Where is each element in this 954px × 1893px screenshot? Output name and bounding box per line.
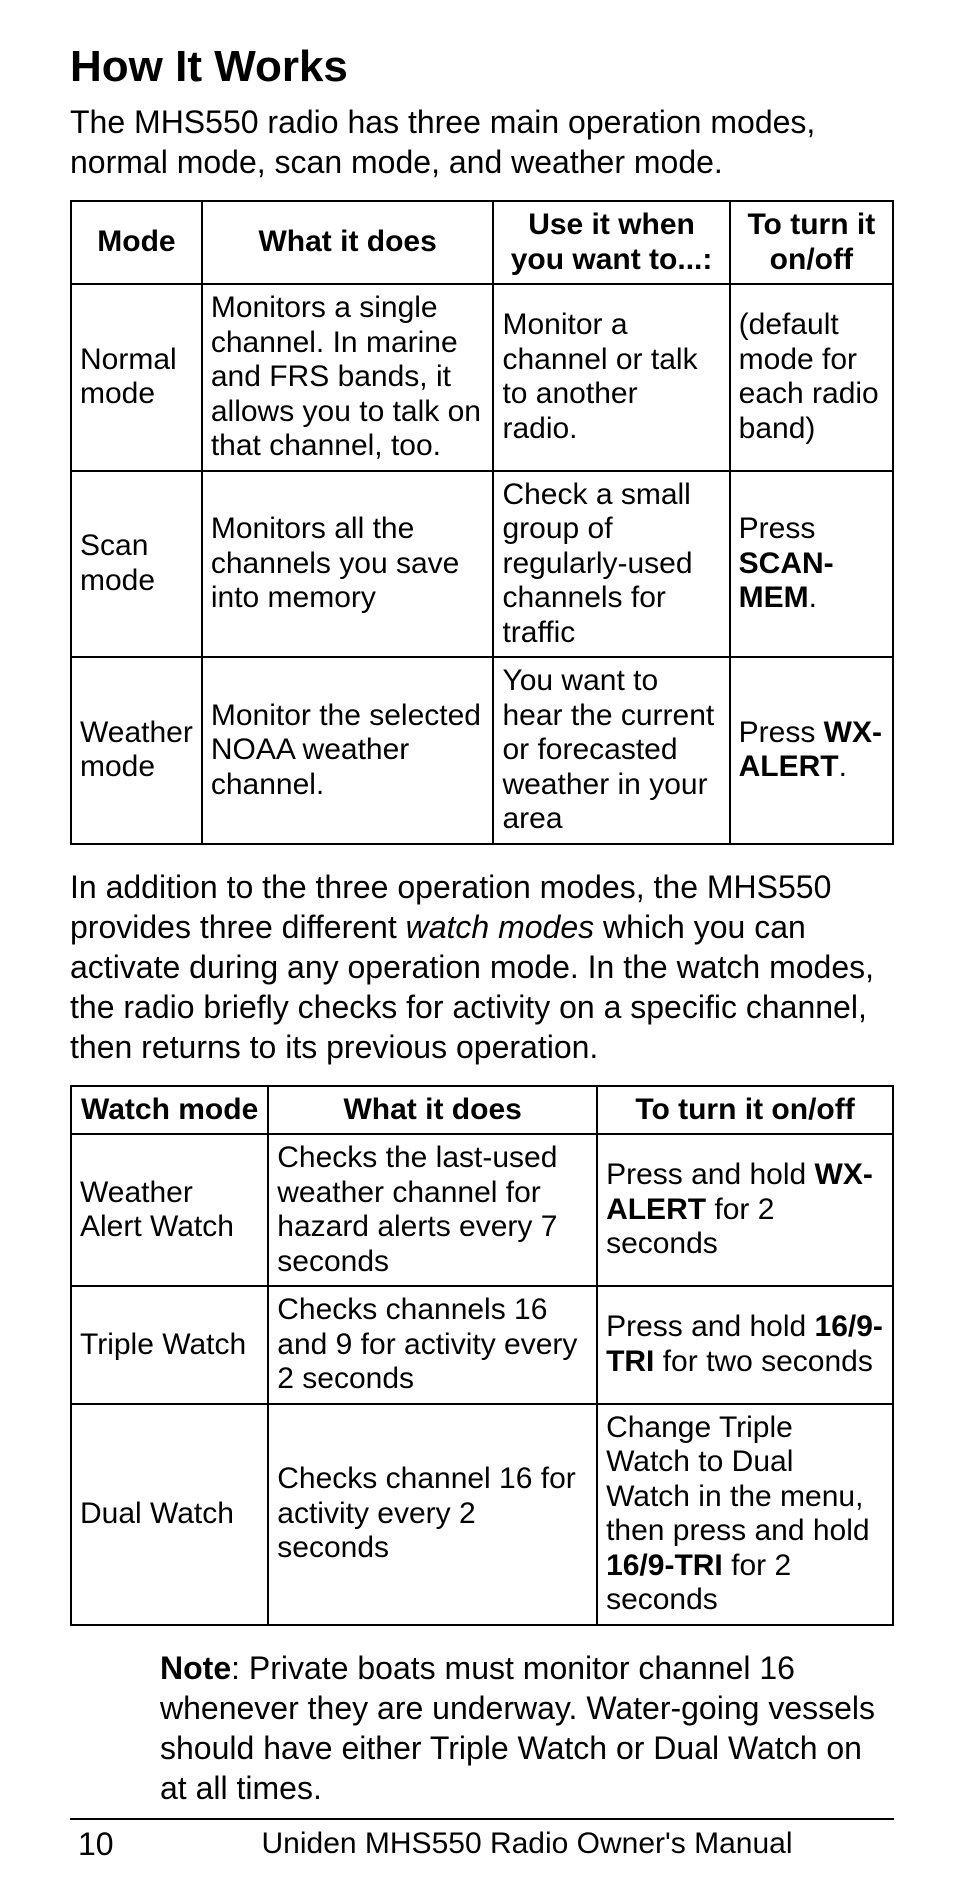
table-row: Dual WatchChecks channel 16 for activity… [71, 1404, 893, 1625]
what-cell: Monitors a single channel. In marine and… [202, 284, 494, 471]
note-text: : Private boats must monitor channel 16 … [160, 1650, 875, 1806]
turn-cell: Press and hold WX-ALERT for 2 seconds [597, 1134, 893, 1286]
modes-table: Mode What it does Use it when you want t… [70, 200, 894, 845]
turn-pre: Press [739, 716, 824, 749]
turn-a: Press and hold [606, 1310, 814, 1343]
turn-bold-1: 16/9-TRI [606, 1549, 723, 1582]
page-number: 10 [70, 1826, 160, 1863]
turn-cell: Press SCAN-MEM. [730, 471, 893, 658]
turn-post: . [809, 581, 817, 614]
note-label: Note [160, 1650, 231, 1686]
t2-h1: What it does [268, 1086, 597, 1135]
what-cell: Monitor the selected NOAA weather channe… [202, 657, 494, 844]
table-row: Weather Alert WatchChecks the last-used … [71, 1134, 893, 1286]
mode-cell: Normal mode [71, 284, 202, 471]
use-cell: Monitor a channel or talk to another rad… [493, 284, 729, 471]
mid-para-em: watch modes [406, 909, 595, 945]
t1-h3: To turn it on/off [730, 201, 893, 284]
watch-mode-cell: Weather Alert Watch [71, 1134, 268, 1286]
t2-h0: Watch mode [71, 1086, 268, 1135]
turn-c: for two seconds [654, 1345, 872, 1378]
mode-cell: Scan mode [71, 471, 202, 658]
page-footer: 10 Uniden MHS550 Radio Owner's Manual [70, 1818, 894, 1863]
intro-paragraph: The MHS550 radio has three main operatio… [70, 102, 894, 182]
watch-modes-table: Watch mode What it does To turn it on/of… [70, 1085, 894, 1626]
turn-a: Change Triple Watch to Dual Watch in the… [606, 1411, 870, 1548]
what-cell: Checks the last-used weather channel for… [268, 1134, 597, 1286]
t1-h1: What it does [202, 201, 494, 284]
note-paragraph: Note: Private boats must monitor channel… [160, 1648, 894, 1808]
table-header-row: Watch mode What it does To turn it on/of… [71, 1086, 893, 1135]
use-cell: You want to hear the current or forecast… [493, 657, 729, 844]
turn-post: . [839, 750, 847, 783]
table-row: Normal modeMonitors a single channel. In… [71, 284, 893, 471]
t2-h2: To turn it on/off [597, 1086, 893, 1135]
page-heading: How It Works [70, 42, 894, 92]
watch-mode-cell: Dual Watch [71, 1404, 268, 1625]
watch-modes-paragraph: In addition to the three operation modes… [70, 867, 894, 1067]
turn-pre: (default mode for each radio band) [739, 308, 879, 445]
t1-h0: Mode [71, 201, 202, 284]
turn-bold: SCAN-MEM [739, 547, 834, 615]
turn-pre: Press [739, 512, 816, 545]
use-cell: Check a small group of regularly-used ch… [493, 471, 729, 658]
table-row: Scan modeMonitors all the channels you s… [71, 471, 893, 658]
table-row: Weather modeMonitor the selected NOAA we… [71, 657, 893, 844]
turn-cell: Press WX-ALERT. [730, 657, 893, 844]
mode-cell: Weather mode [71, 657, 202, 844]
t1-h2: Use it when you want to...: [493, 201, 729, 284]
turn-a: Press and hold [606, 1158, 814, 1191]
turn-cell: (default mode for each radio band) [730, 284, 893, 471]
what-cell: Monitors all the channels you save into … [202, 471, 494, 658]
table-header-row: Mode What it does Use it when you want t… [71, 201, 893, 284]
what-cell: Checks channel 16 for activity every 2 s… [268, 1404, 597, 1625]
footer-title: Uniden MHS550 Radio Owner's Manual [160, 1827, 894, 1861]
turn-cell: Change Triple Watch to Dual Watch in the… [597, 1404, 893, 1625]
